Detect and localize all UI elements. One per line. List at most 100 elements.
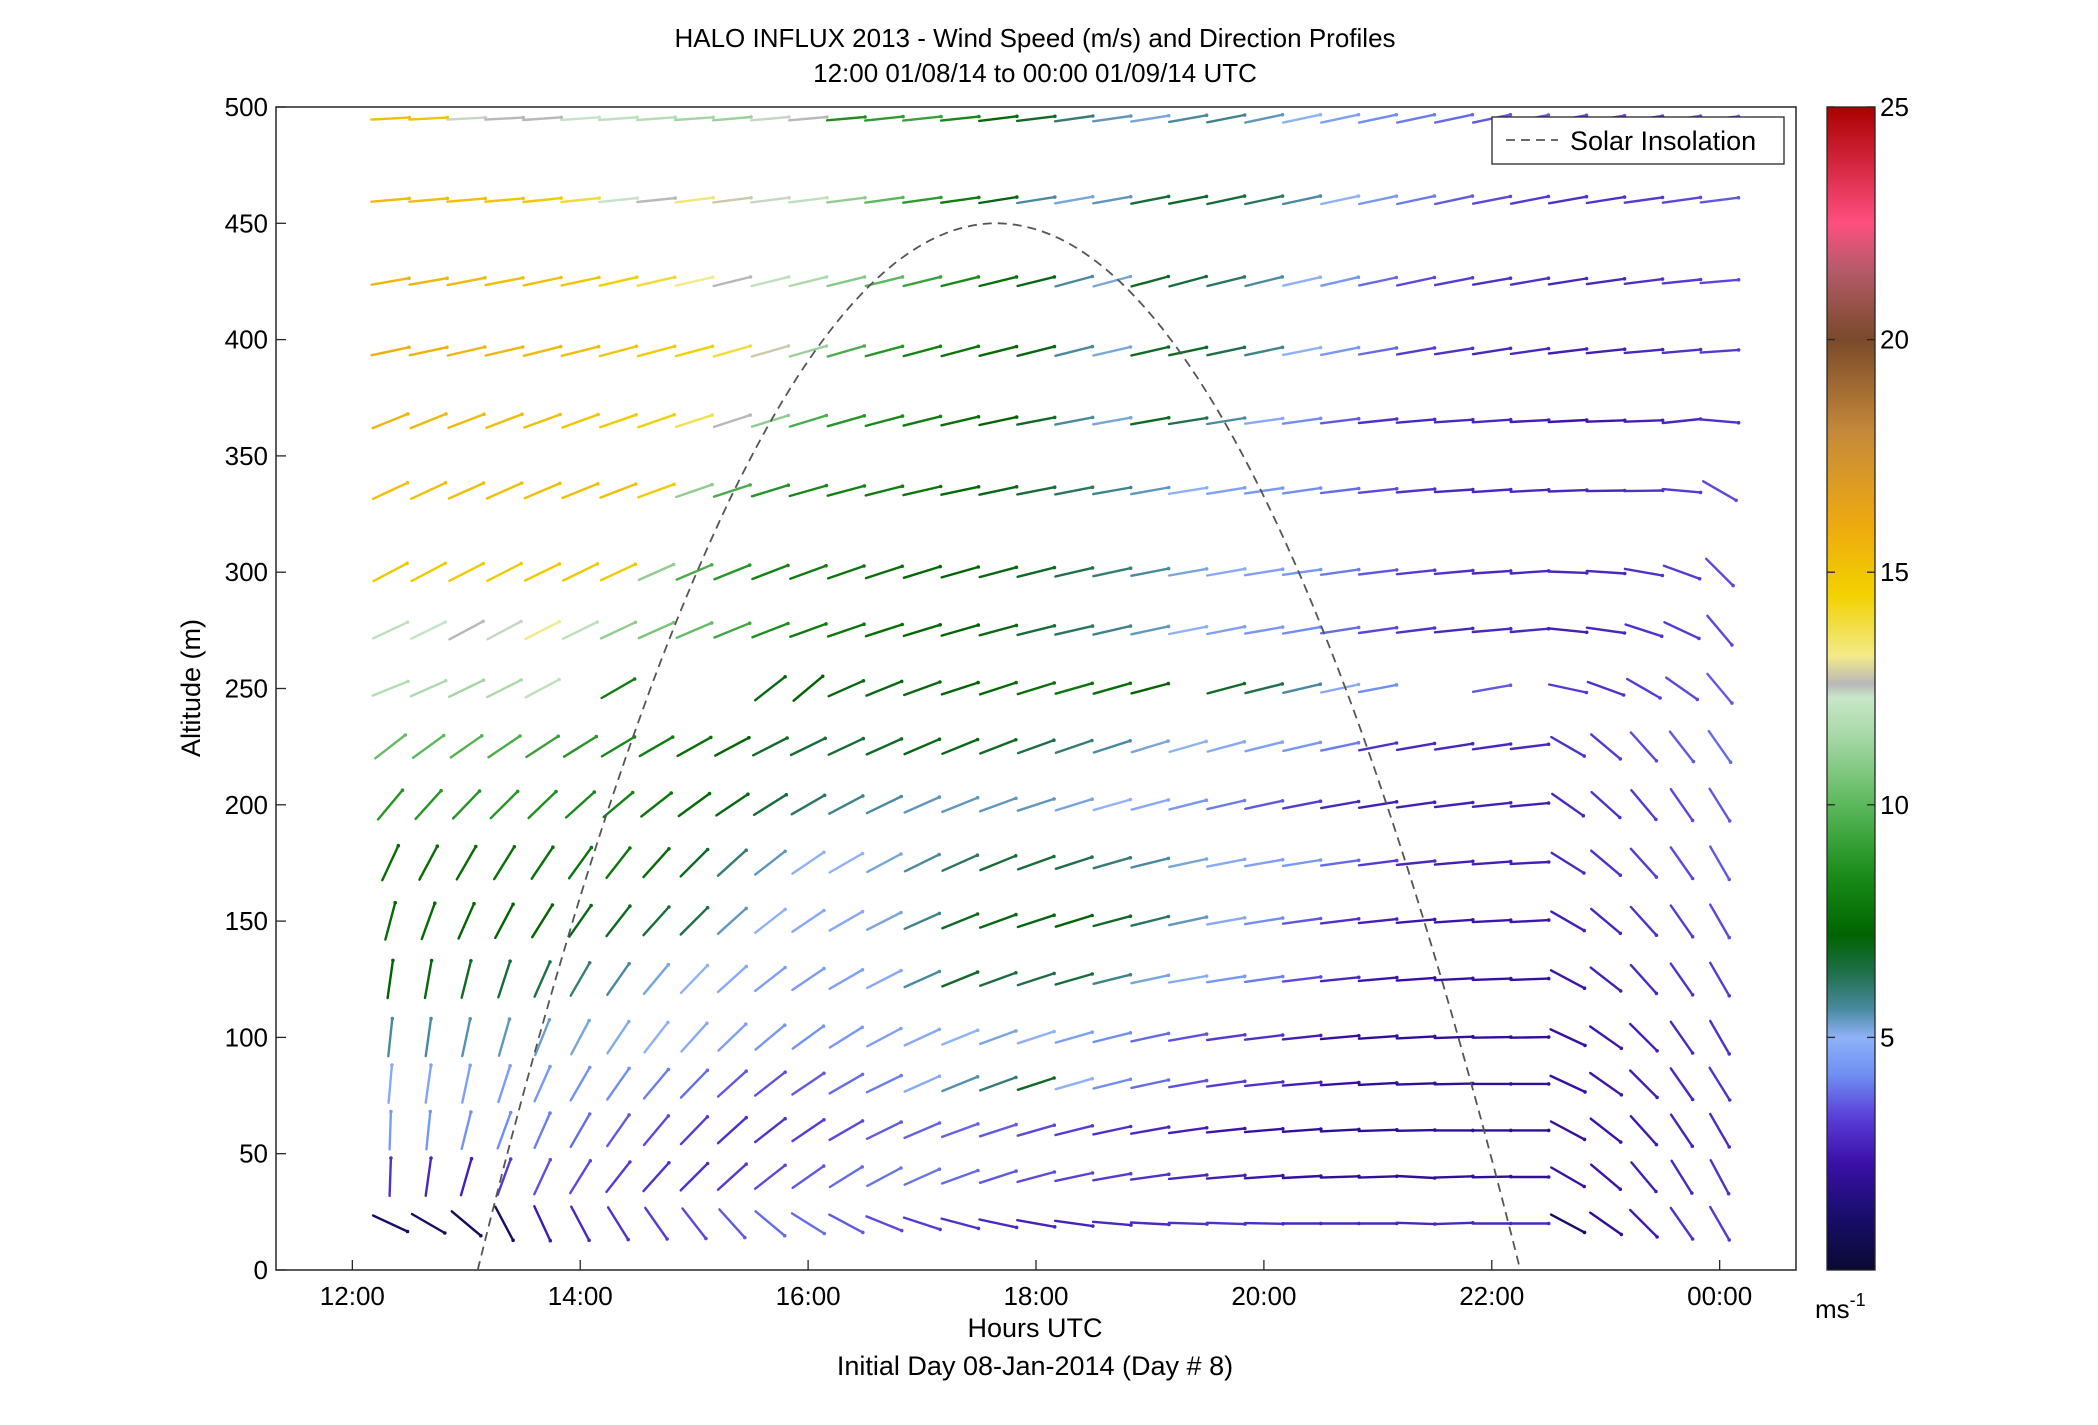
wind-barb: [1357, 487, 1398, 494]
wind-barb-tip: [1736, 348, 1741, 352]
wind-barb-tip: [1583, 1043, 1587, 1048]
wind-barb: [788, 196, 829, 204]
wind-barb: [1205, 486, 1246, 495]
wind-barb-tip: [1204, 624, 1209, 629]
wind-barb: [1585, 626, 1626, 635]
wind-barb: [414, 789, 443, 821]
colorbar-ticks: 5 10 15 20 25: [1827, 92, 1909, 1052]
wind-barb-tip: [709, 735, 713, 740]
wind-barb-tip: [1622, 195, 1627, 199]
wind-barb: [1471, 195, 1512, 205]
wind-barb-tip: [1508, 112, 1513, 117]
wind-barb-tip: [1204, 486, 1209, 490]
wind-barb: [642, 905, 671, 937]
wind-barb: [1629, 731, 1658, 762]
wind-barb-tip: [1582, 871, 1586, 875]
legend: Solar Insolation: [1491, 116, 1785, 165]
wind-barb: [410, 620, 447, 640]
wind-barb: [791, 1164, 825, 1190]
wind-barb-tip: [975, 970, 980, 974]
wind-barb: [1509, 1035, 1550, 1039]
wind-barb: [676, 736, 712, 758]
wind-barb-tip: [899, 679, 904, 684]
wind-barb: [827, 679, 865, 698]
wind-barb-tip: [975, 853, 980, 857]
wind-barb-tip: [748, 344, 753, 348]
wind-barb: [1130, 1032, 1170, 1043]
wind-barb: [674, 196, 715, 204]
wind-barb: [1281, 346, 1322, 357]
wind-barb: [1395, 1174, 1436, 1180]
wind-barb-tip: [1508, 569, 1513, 573]
y-tick-label: 250: [225, 674, 268, 704]
wind-barb-tip: [899, 794, 903, 799]
wind-barb: [1509, 801, 1550, 808]
wind-barb-tip: [1582, 928, 1586, 933]
wind-barb: [497, 1017, 511, 1057]
wind-barb: [1319, 859, 1360, 867]
wind-barb-tip: [1508, 194, 1513, 199]
wind-barb-tip: [822, 908, 826, 913]
wind-barb-tip: [1470, 741, 1475, 746]
wind-barb-tip: [1584, 113, 1589, 118]
wind-barb: [828, 1213, 864, 1234]
wind-barb-tip: [1318, 567, 1323, 572]
wind-barb-tip: [937, 1167, 942, 1171]
wind-barb-tip: [1471, 568, 1475, 573]
wind-barb: [1206, 858, 1246, 868]
wind-barb: [979, 1029, 1018, 1046]
wind-barb-tip: [975, 795, 980, 800]
wind-barb: [865, 1120, 903, 1141]
wind-barb: [865, 795, 903, 815]
wind-barb: [1395, 276, 1436, 287]
wind-barb: [1129, 114, 1170, 123]
wind-barb-tip: [937, 1074, 942, 1078]
wind-barb-tip: [481, 561, 486, 566]
wind-barb-tip: [1618, 873, 1623, 877]
wind-barb-tip: [589, 845, 594, 850]
wind-barb-tip: [405, 1229, 410, 1234]
wind-barb-tip: [1660, 195, 1665, 200]
wind-barb: [791, 851, 826, 875]
wind-barb-tip: [1204, 739, 1208, 744]
wind-barb: [1130, 857, 1170, 869]
wind-barb: [605, 1160, 632, 1194]
wind-barb: [1628, 1069, 1659, 1099]
wind-barb: [1395, 859, 1436, 867]
wind-barb: [1319, 1034, 1361, 1041]
wind-barb: [1319, 346, 1360, 357]
wind-barb-tip: [673, 115, 677, 120]
wind-barb-tip: [1471, 859, 1475, 864]
wind-barb: [978, 1218, 1018, 1229]
wind-barb: [561, 482, 599, 500]
wind-barb: [1167, 567, 1208, 577]
wind-barb: [790, 794, 826, 816]
wind-barb: [493, 845, 516, 881]
wind-barb-tip: [670, 735, 675, 739]
wind-barb-tip: [1727, 935, 1731, 940]
wind-barb-tip: [1356, 567, 1361, 572]
wind-barb-tip: [587, 1018, 591, 1023]
wind-barb: [1015, 115, 1057, 123]
wind-barb-tip: [1090, 344, 1095, 349]
wind-barb: [496, 1111, 512, 1150]
wind-barb: [1623, 567, 1664, 577]
wind-barb: [866, 1166, 903, 1188]
x-axis-sublabel: Initial Day 08-Jan-2014 (Day # 8): [837, 1351, 1233, 1381]
wind-barb-tip: [391, 958, 395, 963]
wind-barb: [410, 1212, 446, 1235]
wind-barb-tip: [1053, 114, 1057, 119]
wind-barb-tip: [1546, 1221, 1551, 1226]
wind-barb-tip: [405, 620, 410, 625]
wind-barb: [866, 969, 903, 990]
wind-barb-tip: [1052, 681, 1056, 685]
wind-barb: [1549, 969, 1586, 990]
wind-barb: [1395, 801, 1436, 809]
wind-barb-tip: [630, 790, 635, 795]
wind-barb-tip: [1584, 276, 1589, 281]
wind-barb: [1357, 346, 1398, 356]
wind-barb-tip: [1280, 682, 1285, 686]
wind-barb: [712, 275, 752, 288]
wind-barb: [1433, 860, 1475, 866]
wind-barb: [371, 1214, 409, 1233]
